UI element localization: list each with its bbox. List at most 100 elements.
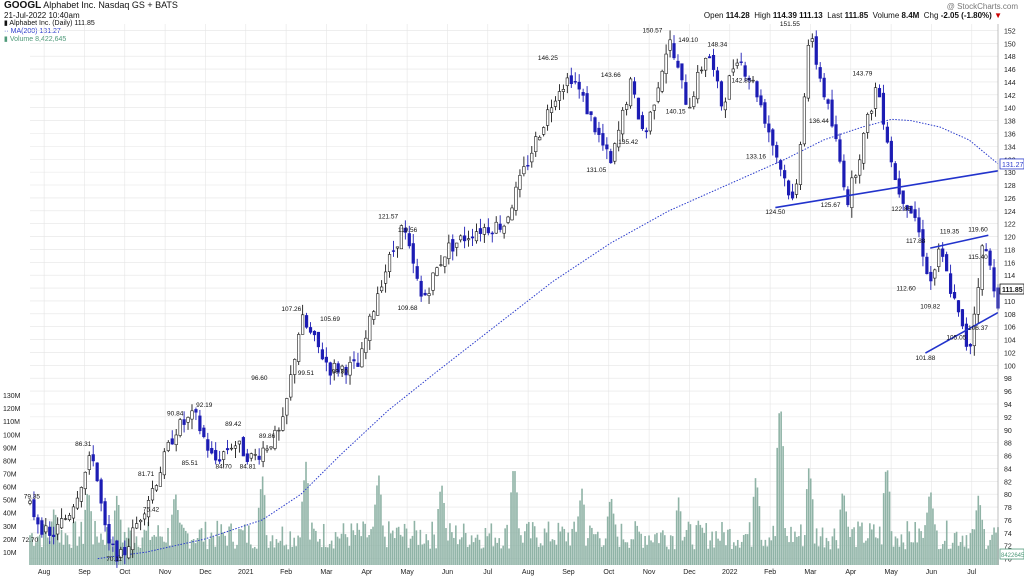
volume-tick-label: 20M xyxy=(3,537,17,544)
price-tick-label: 90 xyxy=(1004,428,1012,435)
candle-body xyxy=(277,429,281,432)
volume-bar xyxy=(526,523,528,565)
volume-bar xyxy=(380,494,382,565)
volume-bar xyxy=(311,522,313,565)
volume-bar xyxy=(250,544,252,565)
volume-bar xyxy=(58,542,61,565)
candle-body xyxy=(636,97,641,120)
volume-bar xyxy=(610,498,613,565)
volume-bar xyxy=(100,533,102,565)
candle-body xyxy=(332,362,336,373)
price-annotation: 96.60 xyxy=(251,375,268,382)
volume-bar xyxy=(776,447,778,565)
volume-bar xyxy=(293,537,295,565)
candle-body xyxy=(67,515,72,520)
volume-bar xyxy=(571,528,573,565)
volume-bar xyxy=(468,544,471,565)
volume-bar xyxy=(326,547,329,565)
date-axis: Aug Sep Oct Nov Dec 2021 Feb Mar Apr May Jun Jul Aug… xyxy=(38,569,977,576)
volume-bar xyxy=(301,501,303,565)
volume-bar xyxy=(423,543,426,565)
volume-bar xyxy=(709,540,711,565)
volume-bar xyxy=(478,539,481,565)
candle-body xyxy=(601,133,605,146)
volume-bar xyxy=(121,542,124,565)
candle-body xyxy=(842,160,846,188)
volume-bar xyxy=(157,525,159,565)
candle-body xyxy=(838,139,842,162)
ma200-path xyxy=(97,118,999,560)
volume-bar xyxy=(644,536,646,565)
volume-bar xyxy=(364,523,366,565)
price-tick-label: 124 xyxy=(1004,209,1016,216)
volume-value: 8.4M xyxy=(901,11,920,20)
volume-bar xyxy=(224,535,226,565)
volume-bar xyxy=(234,548,236,565)
candle-body xyxy=(289,374,293,398)
volume-bar xyxy=(56,526,59,565)
candle-body xyxy=(135,523,139,529)
price-annotation: 136.44 xyxy=(809,118,829,125)
price-tick-label: 88 xyxy=(1004,441,1012,448)
volume-bar xyxy=(993,527,995,565)
price-tick-label: 114 xyxy=(1004,273,1015,280)
volume-bar xyxy=(263,495,266,565)
volume-bar xyxy=(470,535,473,565)
volume-bar xyxy=(236,544,238,565)
candle-body xyxy=(775,145,779,158)
volume-bar xyxy=(894,536,897,565)
volume-bar xyxy=(796,536,798,565)
price-annotation: 109.68 xyxy=(398,305,418,312)
volume-bar xyxy=(439,491,441,565)
volume-bar xyxy=(37,536,39,565)
candle-body xyxy=(139,520,143,523)
candle-body xyxy=(320,349,324,360)
volume-tick-label: 40M xyxy=(3,511,17,518)
volume-bar xyxy=(727,529,729,565)
volume-tick-label: 120M xyxy=(3,406,21,413)
volume-bar xyxy=(853,527,855,565)
volume-bar xyxy=(386,547,388,565)
volume-bar xyxy=(285,544,288,565)
volume-bar xyxy=(926,512,928,565)
volume-bar xyxy=(748,522,751,565)
volume-bar xyxy=(48,541,51,565)
volume-bar xyxy=(92,544,94,565)
volume-bar xyxy=(851,529,853,565)
candle-body xyxy=(119,549,123,558)
price-annotation: 125.67 xyxy=(821,202,841,209)
volume-bar xyxy=(102,539,104,565)
volume-bar xyxy=(498,538,501,565)
volume-bar xyxy=(802,546,804,565)
volume-bar xyxy=(384,536,386,565)
volume-bar xyxy=(650,540,652,565)
volume-bar xyxy=(139,547,142,565)
volume-bar xyxy=(453,537,455,565)
candle-body xyxy=(968,344,972,347)
volume-bar xyxy=(557,522,560,565)
volume-bar xyxy=(110,539,112,565)
volume-bar xyxy=(872,524,875,565)
volume-bar xyxy=(305,461,307,565)
volume-bar xyxy=(721,522,723,565)
candle-body xyxy=(40,520,44,535)
volume-bar xyxy=(876,538,879,565)
volume-bar xyxy=(317,541,319,565)
candle-body xyxy=(553,100,558,107)
change-value: -2.05 (-1.80%) xyxy=(940,11,992,20)
volume-bar xyxy=(206,549,209,565)
candle-body xyxy=(893,163,897,181)
candle-body xyxy=(63,518,68,520)
candle-body xyxy=(218,459,222,462)
volume-bar xyxy=(977,495,980,565)
legend-ma: ·· MA(200) 131.27 xyxy=(4,28,61,35)
volume-bar xyxy=(695,525,698,565)
candle-body xyxy=(312,330,317,336)
volume-bar xyxy=(973,529,976,565)
candle-body xyxy=(652,104,656,111)
volume-bar xyxy=(119,519,122,565)
volume-bar xyxy=(595,534,597,565)
volume-bar xyxy=(965,535,968,565)
candle-body xyxy=(862,133,866,164)
volume-bar xyxy=(606,516,609,565)
